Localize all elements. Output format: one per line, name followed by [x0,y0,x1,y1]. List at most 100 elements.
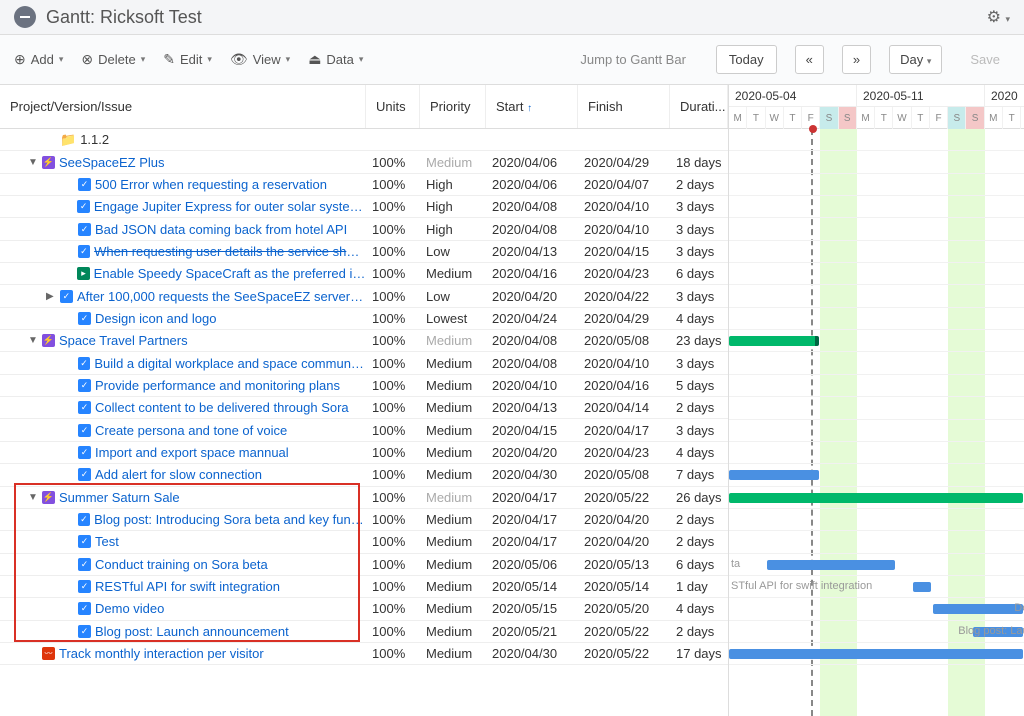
issue-link[interactable]: Track monthly interaction per visitor [59,646,264,661]
table-row[interactable]: ▼⚡Summer Saturn Sale100%Medium2020/04/17… [0,487,728,509]
issue-link[interactable]: Blog post: Launch announcement [95,624,289,639]
timeline-day: F [930,107,948,129]
issue-link[interactable]: Collect content to be delivered through … [95,400,349,415]
issue-link[interactable]: Build a digital workplace and space comm… [94,356,366,371]
table-row[interactable]: ✓Collect content to be delivered through… [0,397,728,419]
issue-link[interactable]: Space Travel Partners [59,333,188,348]
col-priority[interactable]: Priority [420,85,486,128]
table-row[interactable]: ✓Provide performance and monitoring plan… [0,375,728,397]
table-row[interactable]: ✓Create persona and tone of voice100%Med… [0,419,728,441]
issue-link[interactable]: SeeSpaceEZ Plus [59,155,165,170]
table-row[interactable]: ✓RESTful API for swift integration100%Me… [0,576,728,598]
issue-link[interactable]: 500 Error when requesting a reservation [95,177,327,192]
table-row[interactable]: ✓Test100%Medium2020/04/172020/04/202 day… [0,531,728,553]
table-row[interactable]: 〰Track monthly interaction per visitor10… [0,643,728,665]
table-row[interactable]: ▼⚡Space Travel Partners100%Medium2020/04… [0,330,728,352]
gantt-bar[interactable] [913,582,931,592]
issue-link[interactable]: Blog post: Introducing Sora beta and key… [94,512,366,527]
add-button[interactable]: ⊕Add ▾ [14,51,63,68]
table-row[interactable]: ✓Import and export space mannual100%Medi… [0,442,728,464]
table-row[interactable]: ✓Add alert for slow connection100%Medium… [0,464,728,486]
issue-link[interactable]: Bad JSON data coming back from hotel API [95,222,347,237]
issue-link[interactable]: RESTful API for swift integration [95,579,280,594]
table-row[interactable]: ▶✓After 100,000 requests the SeeSpaceEZ … [0,285,728,307]
col-units[interactable]: Units [366,85,420,128]
col-finish[interactable]: Finish [578,85,670,128]
cell-start: 2020/04/13 [486,400,578,415]
table-row[interactable]: ✓Engage Jupiter Express for outer solar … [0,196,728,218]
table-row[interactable]: ▸Enable Speedy SpaceCraft as the preferr… [0,263,728,285]
gantt-bar[interactable] [729,336,819,346]
issue-link[interactable]: Demo video [95,601,164,616]
table-row[interactable]: ✓Build a digital workplace and space com… [0,352,728,374]
timeline-row [729,487,1024,509]
cell-dur: 2 days [670,512,728,527]
cell-pri: Medium [420,624,486,639]
cell-units: 100% [366,378,420,393]
table-row[interactable]: ✓When requesting user details the servic… [0,241,728,263]
issue-link[interactable]: Design icon and logo [95,311,216,326]
issue-link[interactable]: Summer Saturn Sale [59,490,180,505]
tree-toggle[interactable]: ▼ [28,492,38,503]
cell-units: 100% [366,222,420,237]
bar-label: STful API for swift integration [731,580,872,592]
col-start[interactable]: Start ↑ [486,85,578,128]
gear-icon[interactable]: ⚙ ▾ [987,7,1010,27]
tree-toggle[interactable]: ▼ [28,157,38,168]
gantt-bar[interactable] [729,649,1023,659]
delete-button[interactable]: ⊗Delete ▾ [81,51,145,68]
cell-start: 2020/04/20 [486,445,578,460]
app-icon [14,6,36,28]
data-button[interactable]: ⏏Data ▾ [308,51,363,68]
tree-toggle[interactable]: ▶ [46,291,56,302]
cell-units: 100% [366,467,420,482]
issue-link[interactable]: Add alert for slow connection [95,467,262,482]
cell-dur: 6 days [670,266,728,281]
cell-start: 2020/04/08 [486,222,578,237]
timeline-row [729,241,1024,263]
issue-link[interactable]: Enable Speedy SpaceCraft as the preferre… [94,266,366,281]
gantt-bar[interactable] [729,470,819,480]
table-row[interactable]: ✓500 Error when requesting a reservation… [0,174,728,196]
issue-link[interactable]: Conduct training on Sora beta [95,557,268,572]
cell-dur: 4 days [670,601,728,616]
today-button[interactable]: Today [716,45,777,74]
tree-toggle[interactable]: ▼ [28,335,38,346]
jump-button[interactable]: Jump to Gantt Bar [568,46,698,73]
timeline-row [729,218,1024,240]
next-button[interactable]: » [842,45,871,74]
table-row[interactable]: ✓Demo video100%Medium2020/05/152020/05/2… [0,598,728,620]
view-button[interactable]: 👁View ▾ [230,51,290,68]
issue-link[interactable]: Test [95,534,119,549]
zoom-select[interactable]: Day ▾ [889,45,942,74]
issue-link[interactable]: Provide performance and monitoring plans [95,378,340,393]
cell-units: 100% [366,289,420,304]
save-button[interactable]: Save [960,46,1010,73]
col-name[interactable]: Project/Version/Issue [0,85,366,128]
timeline-week: 2020-05-11 [857,85,985,106]
issue-link[interactable]: 1.1.2 [80,132,109,147]
cell-start: 2020/04/08 [486,333,578,348]
cell-finish: 2020/04/23 [578,445,670,460]
table-row[interactable]: ✓Blog post: Launch announcement100%Mediu… [0,621,728,643]
table-row[interactable]: ✓Design icon and logo100%Lowest2020/04/2… [0,308,728,330]
issue-link[interactable]: When requesting user details the service… [94,244,366,259]
issue-link[interactable]: After 100,000 requests the SeeSpaceEZ se… [77,289,366,304]
issue-link[interactable]: Create persona and tone of voice [95,423,287,438]
table-row[interactable]: ▼⚡SeeSpaceEZ Plus100%Medium2020/04/06202… [0,151,728,173]
prev-button[interactable]: « [795,45,824,74]
cell-pri: High [420,199,486,214]
table-row[interactable]: ✓Blog post: Introducing Sora beta and ke… [0,509,728,531]
table-row[interactable]: 📁1.1.2 [0,129,728,151]
table-row[interactable]: ✓Bad JSON data coming back from hotel AP… [0,218,728,240]
gantt-bar[interactable] [729,493,1023,503]
timeline-row [729,509,1024,531]
edit-button[interactable]: ✎Edit ▾ [163,51,212,68]
timeline-row [729,397,1024,419]
issue-link[interactable]: Engage Jupiter Express for outer solar s… [94,199,366,214]
issue-link[interactable]: Import and export space mannual [95,445,289,460]
col-duration[interactable]: Durati... [670,85,728,128]
cell-start: 2020/04/15 [486,423,578,438]
gantt-bar[interactable] [767,560,895,570]
table-row[interactable]: ✓Conduct training on Sora beta100%Medium… [0,554,728,576]
